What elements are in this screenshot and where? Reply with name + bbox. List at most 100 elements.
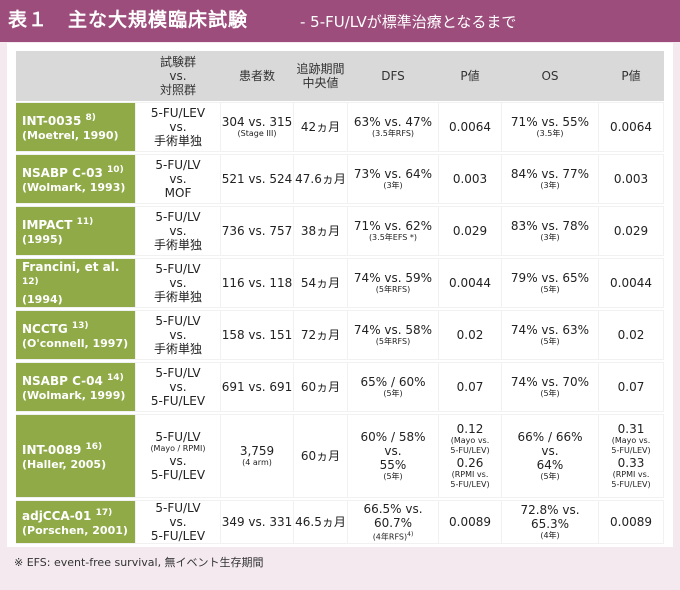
patient-note: (Stage III) xyxy=(237,129,277,138)
trial-ref: 16) xyxy=(85,442,103,452)
cell-fu: 60ヵ月 xyxy=(294,363,347,411)
os-value: 83% vs. 78% xyxy=(510,219,590,233)
p-value: 0.0089 xyxy=(610,515,652,529)
cell-p2: 0.0064 xyxy=(599,103,663,151)
table-subtitle: - 5-FU/LVが標準治療となるまで xyxy=(300,13,517,31)
dfs-note-text: (5年RFS) xyxy=(375,285,411,294)
os-value: 74% vs. 70% xyxy=(510,375,590,389)
arm-line: vs. xyxy=(169,328,187,342)
trial-label: INT-0089 16) (Haller, 2005) xyxy=(16,415,135,497)
os-value: 74% vs. 63% xyxy=(510,323,590,337)
arm-line: vs. xyxy=(169,276,187,290)
cell-fu: 60ヵ月 xyxy=(294,415,347,497)
p-value: 0.0064 xyxy=(449,120,491,134)
dfs-value: 74% vs. 58% xyxy=(353,323,433,337)
p-note: (Mayo vs. xyxy=(611,436,651,445)
cell-dfs: 65% / 60% (5年) xyxy=(348,363,438,411)
dfs-value: 66.5% vs. 60.7% xyxy=(363,501,423,530)
p-value: 0.0089 xyxy=(449,515,491,529)
dfs-note-text: (5年) xyxy=(383,389,403,398)
cell-os: 71% vs. 55% (3.5年) xyxy=(502,103,598,151)
dfs-note: (5年RFS) xyxy=(376,337,410,347)
os-value-2: 64% xyxy=(536,458,564,472)
cell-fu: 46.5ヵ月 xyxy=(294,501,347,543)
cell-fu: 54ヵ月 xyxy=(294,259,347,307)
p-value: 0.003 xyxy=(613,172,649,186)
arm-line: 5-FU/LV xyxy=(155,262,201,276)
cell-p1: 0.02 xyxy=(439,311,501,359)
cell-arm: 5-FU/LEV vs. 手術単独 xyxy=(136,103,220,151)
cell-p2: 0.0044 xyxy=(599,259,663,307)
os-note: (5年) xyxy=(540,337,559,347)
trial-label: Francini, et al. 12) (1994) xyxy=(16,259,135,307)
trial-label: IMPACT 11) (1995) xyxy=(16,207,135,255)
patient-count: 3,759 xyxy=(239,444,275,458)
p-value: 0.33 xyxy=(617,456,645,470)
p-note: 5-FU/LEV) xyxy=(450,480,490,489)
header-followup: 追跡期間 中央値 xyxy=(296,62,345,90)
trial-citation: (Porschen, 2001) xyxy=(22,524,128,537)
trial-name-text: NSABP C-03 xyxy=(22,166,103,180)
header-p2: P値 xyxy=(621,69,641,83)
trial-name: NSABP C-04 14) xyxy=(22,371,135,389)
trial-name-text: INT-0089 xyxy=(22,443,82,457)
cell-os: 72.8% vs. 65.3% (4年) xyxy=(502,501,598,543)
os-note-text: (4年) xyxy=(540,531,560,540)
trial-name-text: NCCTG xyxy=(22,322,68,336)
os-note-text: (5年) xyxy=(540,472,560,481)
cell-p2: 0.07 xyxy=(599,363,663,411)
os-value: 66% / 66% xyxy=(517,430,583,444)
cell-n: 736 vs. 757 xyxy=(221,207,293,255)
patient-note: (4 arm) xyxy=(242,458,272,467)
cell-fu: 38ヵ月 xyxy=(294,207,347,255)
arm-line: 5-FU/LEV xyxy=(150,106,206,120)
dfs-note-ref: 4) xyxy=(407,530,414,538)
arm-line: 手術単独 xyxy=(153,290,202,304)
dfs-note-text: (3.5年EFS *) xyxy=(368,233,418,242)
trial-citation: (Haller, 2005) xyxy=(22,458,107,471)
p-value: 0.02 xyxy=(617,328,645,342)
trial-label: adjCCA-01 17) (Porschen, 2001) xyxy=(16,501,135,543)
cell-arm: 5-FU/LV vs. 手術単独 xyxy=(136,311,220,359)
arm-line: (Mayo / RPMI) xyxy=(150,444,206,453)
arm-line: 5-FU/LV xyxy=(155,314,201,328)
trial-name-text: IMPACT xyxy=(22,218,73,232)
followup: 60ヵ月 xyxy=(300,449,341,463)
trial-citation: (1995) xyxy=(22,233,63,246)
table-header xyxy=(16,51,664,101)
dfs-value: 71% vs. 62% xyxy=(353,219,433,233)
cell-os: 74% vs. 70% (5年) xyxy=(502,363,598,411)
cell-p2: 0.31 (Mayo vs. 5-FU/LEV) 0.33 (RPMI vs. 5-FU/… xyxy=(599,415,663,497)
cell-arm: 5-FU/LV vs. 手術単独 xyxy=(136,259,220,307)
arm-line: 5-FU/LV xyxy=(155,158,201,172)
trial-ref: 11) xyxy=(76,217,94,227)
dfs-note: (3.5年EFS *) xyxy=(369,233,417,243)
os-value: 72.8% vs. 65.3% xyxy=(520,503,580,531)
patient-count: 521 vs. 524 xyxy=(221,172,293,186)
trial-name: Francini, et al. 12) xyxy=(22,260,135,293)
os-value: 79% vs. 65% xyxy=(510,271,590,285)
p-note: 5-FU/LEV) xyxy=(450,446,490,455)
p-value: 0.0044 xyxy=(449,276,491,290)
trial-citation: (1994) xyxy=(22,292,63,306)
os-note-text: (5年) xyxy=(540,389,560,398)
p-note: 5-FU/LEV) xyxy=(611,446,651,455)
p-value: 0.07 xyxy=(617,380,645,394)
dfs-value: 63% vs. 47% xyxy=(353,115,433,129)
os-value: 84% vs. 77% xyxy=(510,167,590,181)
cell-dfs: 66.5% vs. 60.7% (4年RFS)4) xyxy=(348,501,438,543)
os-note-text: (5年) xyxy=(540,337,560,346)
cell-p1: 0.029 xyxy=(439,207,501,255)
patient-count: 691 vs. 691 xyxy=(221,380,293,394)
header-os: OS xyxy=(541,69,559,83)
cell-p1: 0.12 (Mayo vs. 5-FU/LEV) 0.26 (RPMI vs. 5-FU/… xyxy=(439,415,501,497)
patient-count: 349 vs. 331 xyxy=(221,515,293,529)
cell-fu: 47.6ヵ月 xyxy=(294,155,347,203)
arm-line: 5-FU/LEV xyxy=(150,468,206,482)
os-value: 71% vs. 55% xyxy=(510,115,590,129)
arm-line: 5-FU/LV xyxy=(155,501,201,515)
trial-citation: (O'connell, 1997) xyxy=(22,337,129,350)
cell-fu: 72ヵ月 xyxy=(294,311,347,359)
dfs-note-text: (3年) xyxy=(383,181,403,190)
p-value: 0.07 xyxy=(456,380,484,394)
